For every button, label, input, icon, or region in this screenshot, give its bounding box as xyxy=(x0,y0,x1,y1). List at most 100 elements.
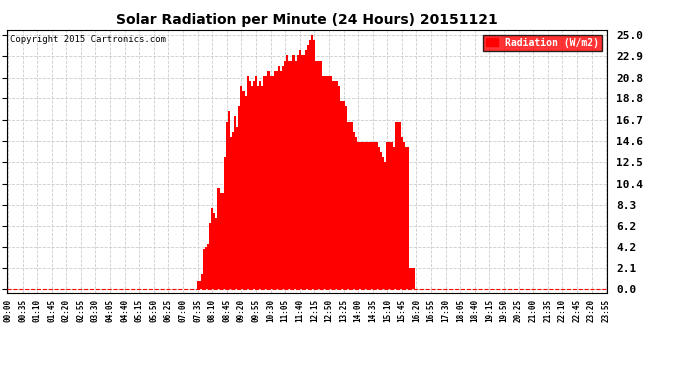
Bar xyxy=(253,81,255,290)
Bar xyxy=(395,122,397,290)
Bar xyxy=(319,60,322,290)
Bar xyxy=(391,142,393,290)
Bar xyxy=(311,35,313,290)
Bar xyxy=(295,60,297,290)
Bar xyxy=(224,157,226,290)
Bar xyxy=(351,122,353,290)
Bar xyxy=(376,142,378,290)
Text: Copyright 2015 Cartronics.com: Copyright 2015 Cartronics.com xyxy=(10,35,166,44)
Bar xyxy=(207,244,209,290)
Bar xyxy=(382,157,384,290)
Bar xyxy=(244,96,246,290)
Bar xyxy=(250,86,253,290)
Bar xyxy=(334,81,336,290)
Bar xyxy=(268,71,270,290)
Bar xyxy=(213,213,215,290)
Bar xyxy=(299,50,301,290)
Bar xyxy=(397,122,399,290)
Bar xyxy=(346,122,348,290)
Bar xyxy=(330,76,332,290)
Bar xyxy=(240,86,242,290)
Bar xyxy=(201,274,203,290)
Bar xyxy=(255,76,257,290)
Bar xyxy=(228,111,230,290)
Bar xyxy=(280,71,282,290)
Bar xyxy=(242,91,244,290)
Bar xyxy=(288,60,290,290)
Bar xyxy=(366,142,368,290)
Bar xyxy=(203,249,205,290)
Bar xyxy=(403,142,405,290)
Bar xyxy=(211,208,213,290)
Bar xyxy=(309,40,311,290)
Bar xyxy=(307,45,309,290)
Bar xyxy=(332,81,334,290)
Title: Solar Radiation per Minute (24 Hours) 20151121: Solar Radiation per Minute (24 Hours) 20… xyxy=(116,13,498,27)
Bar xyxy=(409,268,411,290)
Bar xyxy=(322,76,324,290)
Bar xyxy=(297,56,299,290)
Bar xyxy=(257,86,259,290)
Bar xyxy=(219,193,221,290)
Bar xyxy=(197,281,199,290)
Bar xyxy=(272,76,274,290)
Bar xyxy=(393,147,395,290)
Bar xyxy=(368,142,370,290)
Bar xyxy=(342,101,344,290)
Bar xyxy=(205,247,207,290)
Bar xyxy=(313,40,315,290)
Bar xyxy=(217,188,219,290)
Bar xyxy=(344,106,346,290)
Bar xyxy=(293,56,295,290)
Bar xyxy=(388,142,391,290)
Bar xyxy=(328,76,330,290)
Bar xyxy=(401,137,403,290)
Bar xyxy=(324,76,326,290)
Bar xyxy=(301,56,303,290)
Bar xyxy=(315,60,317,290)
Bar xyxy=(290,60,293,290)
Bar xyxy=(357,142,359,290)
Bar xyxy=(317,60,319,290)
Bar xyxy=(226,122,228,290)
Bar xyxy=(378,147,380,290)
Bar xyxy=(274,71,276,290)
Bar xyxy=(262,86,264,290)
Bar xyxy=(407,147,409,290)
Bar xyxy=(305,50,307,290)
Bar xyxy=(359,142,362,290)
Bar xyxy=(374,142,376,290)
Bar xyxy=(405,147,407,290)
Bar xyxy=(284,60,286,290)
Bar xyxy=(326,76,328,290)
Bar xyxy=(246,76,248,290)
Bar xyxy=(248,81,250,290)
Bar xyxy=(282,66,284,290)
Bar xyxy=(270,76,272,290)
Bar xyxy=(234,117,236,290)
Bar xyxy=(199,281,201,290)
Bar xyxy=(276,71,278,290)
Bar xyxy=(362,142,364,290)
Bar xyxy=(338,86,340,290)
Bar xyxy=(348,122,351,290)
Bar xyxy=(386,142,388,290)
Bar xyxy=(364,142,366,290)
Bar xyxy=(384,162,386,290)
Bar xyxy=(215,218,217,290)
Bar xyxy=(355,137,357,290)
Bar xyxy=(286,56,288,290)
Bar xyxy=(259,81,262,290)
Bar xyxy=(221,193,224,290)
Bar xyxy=(380,152,382,290)
Bar xyxy=(411,268,413,290)
Bar xyxy=(370,142,372,290)
Bar xyxy=(278,66,280,290)
Bar xyxy=(209,224,211,290)
Bar xyxy=(303,56,305,290)
Bar xyxy=(413,268,415,290)
Bar xyxy=(399,122,401,290)
Bar xyxy=(336,81,338,290)
Bar xyxy=(340,101,342,290)
Bar xyxy=(230,137,232,290)
